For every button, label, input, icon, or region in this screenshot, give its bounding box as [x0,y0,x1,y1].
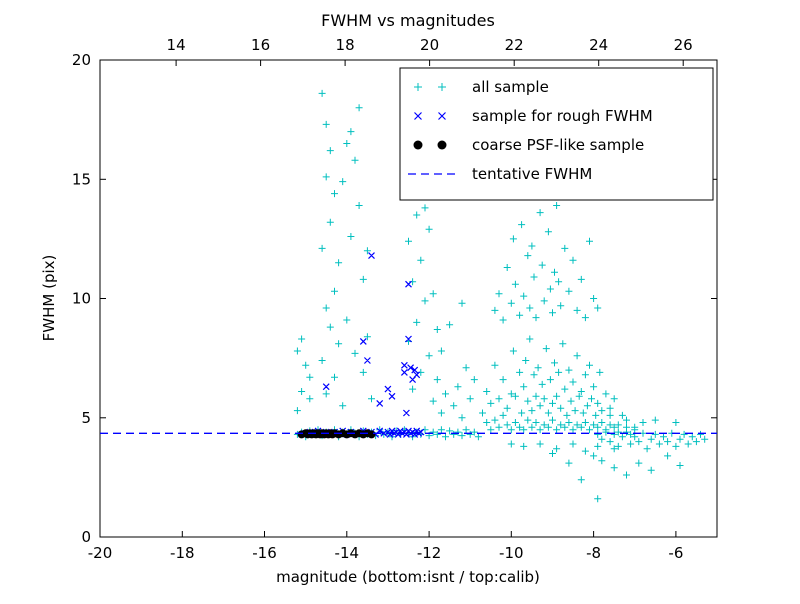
top-tick-label: 16 [251,36,270,54]
legend-label-coarse-psf: coarse PSF-like sample [472,136,644,154]
x-tick-label: -8 [586,544,601,562]
legend-box [399,67,714,201]
y-tick-label: 5 [81,409,91,427]
legend-plus-icon [414,83,446,91]
top-tick-label: 24 [589,36,608,54]
legend-label-rough-fwhm: sample for rough FWHM [472,107,653,125]
axis-ticks: -20 -18 -16 -14 -12 -10 -8 -6 14 16 18 20 22 24 26 0 5 10… [72,36,717,562]
x-tick-label: -14 [335,544,360,562]
y-tick-label: 10 [72,290,91,308]
y-tick-label: 20 [72,51,91,69]
top-tick-label: 22 [505,36,524,54]
legend-label-all-sample: all sample [472,78,549,96]
data-points [100,89,717,503]
legend-markers [408,83,458,175]
x-tick-label: -16 [252,544,277,562]
legend-dot-icon [413,140,447,150]
x-tick-label: -10 [499,544,524,562]
top-tick-label: 20 [420,36,439,54]
x-tick-label: -12 [417,544,442,562]
legend-x-icon [414,112,446,120]
top-tick-label: 18 [336,36,355,54]
y-axis-label: FWHM (pix) [40,255,58,342]
legend-label-tentative-fwhm: tentative FWHM [472,165,592,183]
top-tick-label: 14 [167,36,186,54]
y-tick-label: 15 [72,170,91,188]
legend: all sample sample for rough FWHM coarse … [399,67,714,201]
top-tick-label: 26 [674,36,693,54]
x-axis-label: magnitude (bottom:isnt / top:calib) [276,568,540,586]
y-tick-label: 0 [81,528,91,546]
x-tick-label: -6 [668,544,683,562]
x-tick-label: -18 [170,544,195,562]
chart-title: FWHM vs magnitudes [321,11,495,30]
all-sample-markers [293,89,709,503]
x-tick-label: -20 [88,544,113,562]
